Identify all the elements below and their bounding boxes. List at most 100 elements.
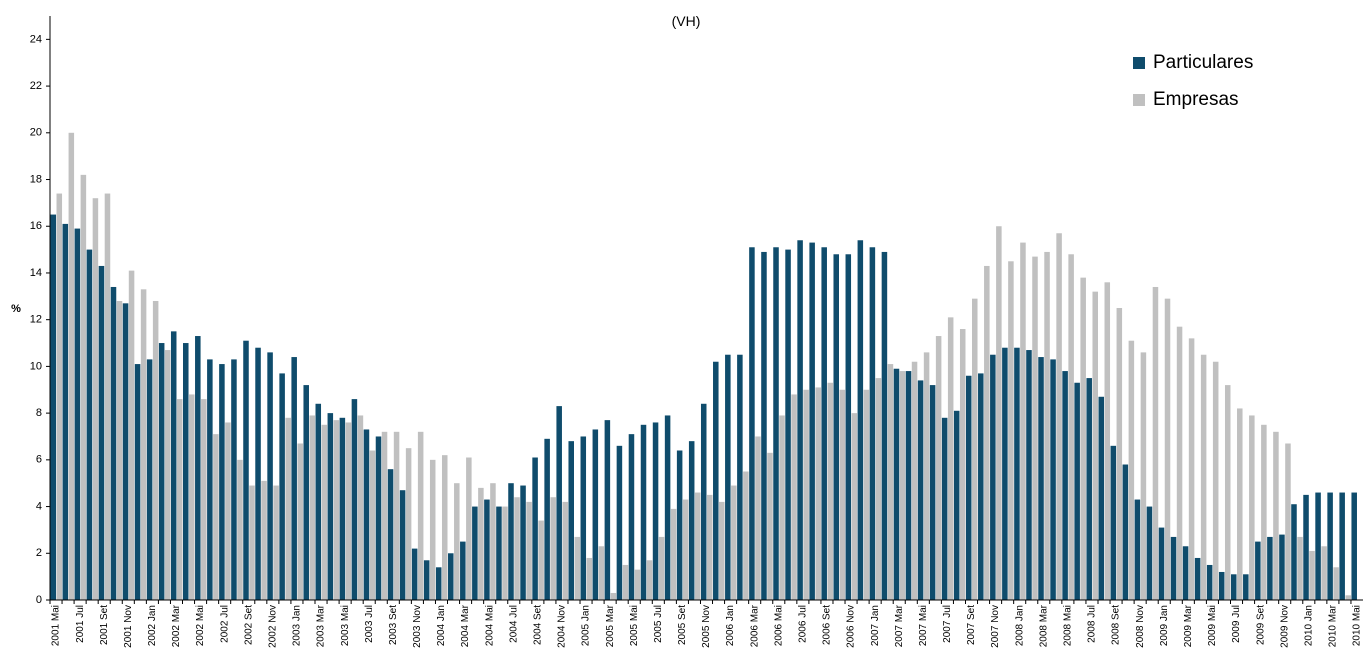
y-tick-label: 18 bbox=[30, 173, 42, 185]
bar bbox=[634, 569, 641, 600]
bar bbox=[610, 592, 617, 600]
y-tick-label: 22 bbox=[30, 80, 42, 92]
bar bbox=[1002, 347, 1008, 600]
bar bbox=[339, 417, 346, 600]
x-tick-label: 2009 Jul bbox=[1231, 605, 1242, 643]
bar bbox=[899, 371, 906, 600]
bar bbox=[466, 457, 472, 600]
bar bbox=[538, 520, 544, 600]
bar bbox=[749, 247, 755, 600]
bar bbox=[1182, 546, 1189, 600]
bar bbox=[98, 265, 105, 600]
bar bbox=[201, 399, 207, 600]
bar bbox=[803, 389, 809, 600]
x-tick-label: 2006 Set bbox=[822, 605, 833, 645]
x-tick-label: 2009 Nov bbox=[1279, 605, 1290, 648]
x-tick-label: 2007 Jan bbox=[870, 605, 881, 646]
bar bbox=[237, 459, 243, 600]
x-tick-label: 2009 Set bbox=[1255, 605, 1266, 645]
x-tick-label: 2003 Mar bbox=[316, 604, 327, 647]
bar bbox=[273, 485, 279, 600]
bar bbox=[1315, 492, 1321, 600]
x-tick-label: 2008 Jul bbox=[1087, 605, 1098, 643]
bar bbox=[146, 359, 153, 600]
bar bbox=[1152, 286, 1159, 600]
bar bbox=[604, 420, 611, 600]
x-tick-label: 2001 Jul bbox=[75, 605, 86, 643]
x-tick-label: 2009 Mar bbox=[1183, 604, 1194, 647]
x-tick-label: 2007 Set bbox=[966, 605, 977, 645]
bar bbox=[56, 193, 63, 600]
bar bbox=[562, 501, 568, 600]
x-tick-label: 2005 Mai bbox=[629, 605, 640, 646]
x-tick-label: 2008 Mai bbox=[1063, 605, 1074, 646]
x-tick-label: 2005 Jan bbox=[581, 605, 592, 646]
bar bbox=[1327, 492, 1333, 600]
y-tick-label: 10 bbox=[30, 360, 42, 372]
x-tick-label: 2003 Mai bbox=[340, 605, 351, 646]
bar bbox=[694, 492, 701, 600]
bar bbox=[743, 471, 749, 600]
bar bbox=[1044, 251, 1050, 600]
bar bbox=[1224, 385, 1231, 600]
bar bbox=[935, 336, 942, 600]
bar bbox=[1080, 277, 1086, 600]
bar bbox=[369, 450, 376, 600]
bar bbox=[616, 445, 623, 600]
bar bbox=[303, 385, 309, 600]
y-tick-label: 4 bbox=[36, 500, 42, 512]
x-tick-label: 2005 Set bbox=[677, 605, 688, 645]
bar bbox=[598, 546, 605, 600]
bar bbox=[116, 300, 123, 600]
bar bbox=[1206, 564, 1213, 600]
chart-title: (VH) bbox=[672, 13, 701, 29]
bar bbox=[978, 373, 984, 600]
bar bbox=[110, 286, 117, 600]
bar bbox=[1194, 557, 1201, 600]
bar bbox=[321, 424, 328, 600]
bar bbox=[628, 434, 635, 600]
bar bbox=[929, 385, 936, 600]
bar bbox=[122, 303, 129, 600]
bar bbox=[911, 361, 918, 600]
y-tick-label: 20 bbox=[30, 127, 42, 139]
bar bbox=[568, 441, 574, 600]
bar bbox=[622, 564, 629, 600]
bar bbox=[887, 364, 894, 600]
bar bbox=[767, 452, 773, 600]
bar bbox=[713, 361, 719, 600]
x-tick-label: 2001 Set bbox=[99, 605, 110, 645]
bar bbox=[1333, 567, 1339, 600]
bar bbox=[441, 455, 448, 600]
bar bbox=[243, 340, 249, 600]
bar bbox=[158, 343, 165, 600]
x-tick-label: 2002 Set bbox=[243, 605, 254, 645]
bar bbox=[972, 298, 978, 600]
y-tick-label: 12 bbox=[30, 314, 42, 326]
bar bbox=[1243, 574, 1249, 600]
bar bbox=[1309, 550, 1315, 600]
x-tick-label: 2004 Mai bbox=[484, 605, 495, 646]
x-tick-label: 2005 Mar bbox=[605, 604, 616, 647]
bar bbox=[460, 541, 466, 600]
bar bbox=[1110, 445, 1117, 600]
bar bbox=[839, 389, 846, 600]
bar bbox=[1098, 396, 1105, 600]
bar bbox=[1261, 424, 1267, 600]
bar bbox=[1188, 338, 1195, 600]
bar bbox=[761, 251, 767, 600]
bar bbox=[1050, 359, 1056, 600]
bar bbox=[893, 368, 900, 600]
bar bbox=[1014, 347, 1020, 600]
y-axis-title: % bbox=[11, 303, 21, 315]
x-tick-label: 2003 Set bbox=[388, 605, 399, 645]
bar bbox=[225, 422, 231, 600]
bar bbox=[917, 380, 924, 600]
x-tick-label: 2004 Mar bbox=[460, 604, 471, 647]
bar bbox=[333, 420, 340, 600]
bar bbox=[92, 198, 99, 600]
bar bbox=[1212, 361, 1219, 600]
bar bbox=[707, 494, 713, 600]
y-tick-label: 6 bbox=[36, 454, 42, 466]
